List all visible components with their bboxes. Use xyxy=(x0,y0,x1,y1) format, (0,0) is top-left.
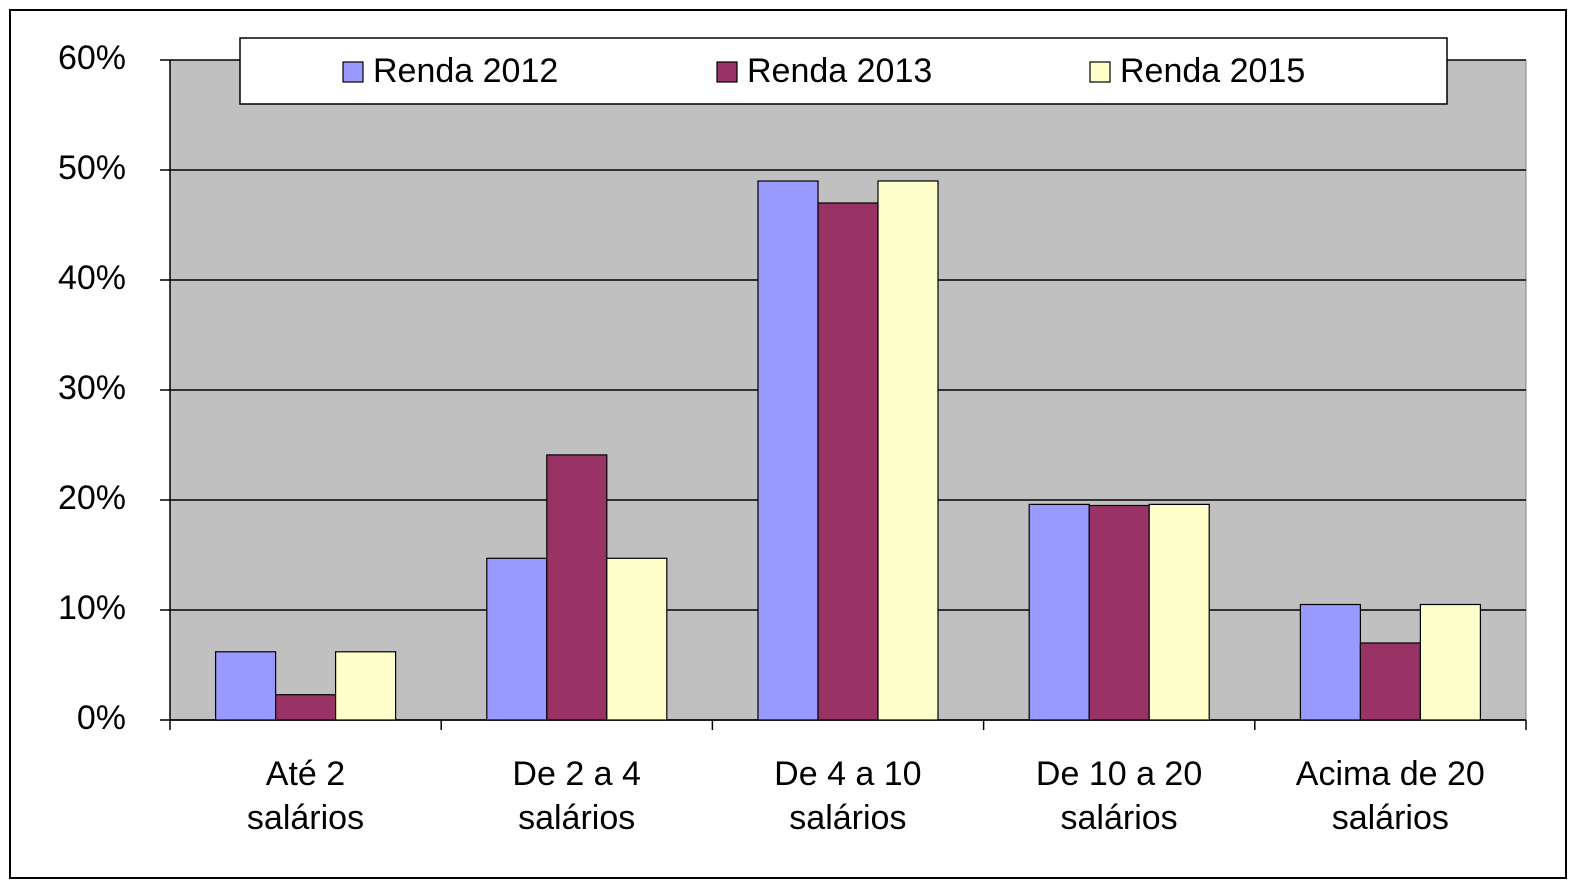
bar xyxy=(1299,603,1362,721)
y-tick-label: 20% xyxy=(58,479,126,517)
legend-swatch xyxy=(716,61,738,83)
bar xyxy=(335,651,397,721)
bar xyxy=(1419,603,1482,721)
legend-swatch xyxy=(342,61,364,83)
y-tick-label: 50% xyxy=(58,149,126,187)
bar xyxy=(817,202,879,721)
legend-label: Renda 2012 xyxy=(373,52,558,90)
bar xyxy=(215,651,277,721)
x-tick-label: De 2 a 4 salários xyxy=(512,755,641,837)
legend-label: Renda 2015 xyxy=(1120,52,1305,90)
bar xyxy=(1028,503,1090,721)
bar xyxy=(877,180,939,721)
bar xyxy=(1088,504,1150,721)
y-tick-label: 30% xyxy=(58,369,126,407)
x-tick-label: De 10 a 20 salários xyxy=(1035,755,1203,837)
bar xyxy=(757,180,819,721)
legend-swatch xyxy=(1089,61,1111,83)
bar xyxy=(1148,503,1210,721)
bar xyxy=(546,454,608,721)
y-tick-label: 10% xyxy=(58,589,126,627)
bar xyxy=(486,557,548,721)
y-tick-label: 60% xyxy=(58,39,126,77)
bar xyxy=(1359,642,1422,721)
y-tick-label: 40% xyxy=(58,259,126,297)
legend-box xyxy=(239,37,1448,105)
y-tick-label: 0% xyxy=(77,699,126,737)
x-tick-label: Até 2 salários xyxy=(246,755,365,837)
legend-label: Renda 2013 xyxy=(747,52,932,90)
bar xyxy=(275,694,337,721)
x-tick-label: De 4 a 10 salários xyxy=(774,755,922,837)
x-tick-label: Acima de 20 salários xyxy=(1295,755,1485,837)
bar xyxy=(606,557,668,721)
